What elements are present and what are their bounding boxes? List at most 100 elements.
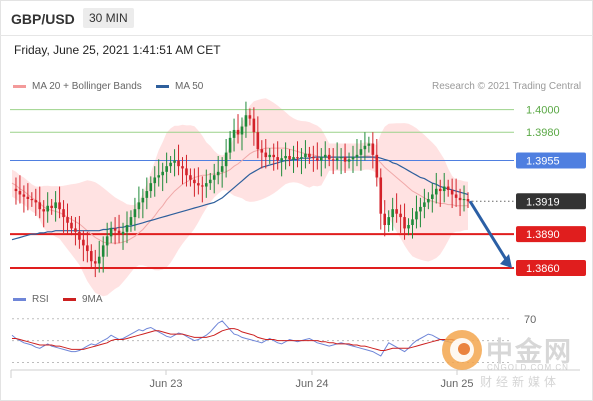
candle xyxy=(331,148,335,175)
candle xyxy=(101,236,105,273)
support-tag xyxy=(516,260,586,277)
candle xyxy=(391,197,394,231)
candle xyxy=(323,141,327,169)
candle xyxy=(458,188,462,216)
rsi-level-label: 70 xyxy=(524,314,536,326)
candle xyxy=(288,149,291,167)
legend-rsi-ma: 9MA xyxy=(63,294,103,305)
candle xyxy=(82,230,85,262)
forecast-arrow-head xyxy=(500,254,512,269)
candle xyxy=(316,142,319,170)
candle xyxy=(335,142,339,170)
candle xyxy=(232,118,236,152)
bollinger-band xyxy=(12,98,468,297)
candle xyxy=(78,215,81,249)
candle xyxy=(181,157,184,185)
candle xyxy=(193,168,196,197)
candle xyxy=(292,145,295,173)
candle xyxy=(268,148,272,164)
chart-header: GBP/USD 30 MIN xyxy=(0,0,593,36)
watermark-url: CNGOLD.COM.CN xyxy=(487,363,569,372)
candle xyxy=(244,101,248,138)
candle xyxy=(125,211,129,244)
candle xyxy=(169,155,172,173)
ma20-label: MA 20 + Bollinger Bands xyxy=(32,81,142,92)
candle xyxy=(363,132,367,161)
candle xyxy=(434,172,438,204)
candle xyxy=(296,141,299,168)
candle xyxy=(387,210,390,232)
resistance-label: 1.3980 xyxy=(526,127,560,139)
candle xyxy=(113,217,117,245)
rsi-ma-swatch xyxy=(63,298,76,301)
header-divider xyxy=(0,35,593,36)
time-axis-label: Jun 23 xyxy=(149,378,182,390)
legend-ma20: MA 20 + Bollinger Bands xyxy=(13,81,142,92)
candle xyxy=(109,221,113,244)
candle xyxy=(161,162,164,192)
candle xyxy=(189,168,192,187)
rsi-ma-line xyxy=(12,328,469,351)
candle xyxy=(105,222,109,257)
watermark-subtitle: 财经新媒体 xyxy=(480,375,561,389)
candle xyxy=(137,186,141,219)
ma50-label: MA 50 xyxy=(175,81,204,92)
candle xyxy=(18,175,22,204)
candle xyxy=(97,240,101,273)
legend-ma50: MA 50 xyxy=(156,81,203,92)
candle xyxy=(74,217,77,246)
candle xyxy=(462,185,466,212)
candle xyxy=(204,169,208,198)
candle xyxy=(149,176,153,198)
candle xyxy=(327,148,331,167)
watermark-name: 中金网 xyxy=(486,337,573,368)
candle xyxy=(22,185,26,213)
moving-averages xyxy=(11,147,469,244)
candle xyxy=(157,159,161,187)
candle xyxy=(133,197,137,231)
resistance-label: 1.4000 xyxy=(526,105,560,117)
candle xyxy=(347,152,351,169)
candle xyxy=(30,192,34,207)
candle xyxy=(185,154,188,187)
timeframe-badge[interactable]: 30 MIN xyxy=(83,8,134,28)
candle xyxy=(224,139,228,178)
candle xyxy=(50,198,53,215)
candle xyxy=(300,148,303,175)
candle xyxy=(141,188,145,219)
candle xyxy=(450,178,454,209)
research-credit: Research © 2021 Trading Central xyxy=(432,81,582,92)
candle xyxy=(66,203,69,235)
candle xyxy=(197,167,200,195)
time-axis-label: Jun 25 xyxy=(440,378,473,390)
forecast-arrow-shaft xyxy=(468,200,509,262)
candle xyxy=(228,131,232,160)
candle xyxy=(419,197,422,228)
ma20-swatch xyxy=(13,85,26,88)
rsi-line xyxy=(11,320,469,357)
candle xyxy=(407,218,410,236)
candle xyxy=(308,146,311,164)
rsi-label: RSI xyxy=(32,294,49,305)
candle xyxy=(367,136,371,153)
candle xyxy=(431,183,434,213)
candle xyxy=(173,149,176,177)
support-label: 1.3890 xyxy=(526,229,560,241)
candle xyxy=(70,215,73,236)
ma50-swatch xyxy=(156,85,169,88)
time-axis-label: Jun 24 xyxy=(295,378,328,390)
candle xyxy=(208,172,212,190)
candle xyxy=(90,244,93,269)
candle xyxy=(236,114,240,144)
candle xyxy=(177,144,180,176)
candle xyxy=(379,168,383,230)
candle xyxy=(383,200,387,237)
candle xyxy=(26,183,30,211)
candle xyxy=(42,200,46,228)
candle xyxy=(145,177,149,210)
candle xyxy=(58,186,61,219)
watermark: 中金网 CNGOLD.COM.CN 财经新媒体 xyxy=(440,328,590,393)
candle xyxy=(117,214,121,244)
candle xyxy=(14,177,18,205)
